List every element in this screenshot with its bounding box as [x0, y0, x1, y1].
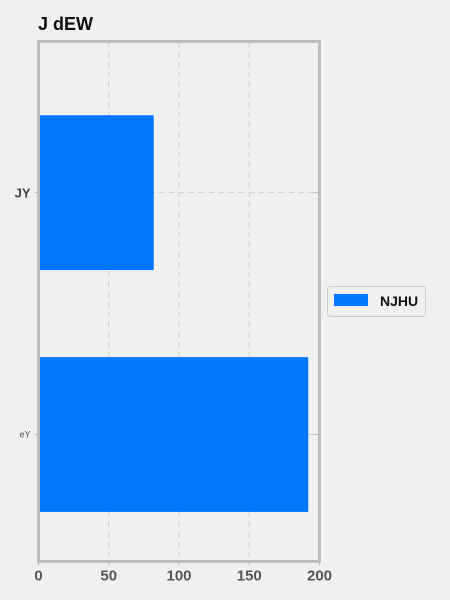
- bar-jy[interactable]: [39, 115, 154, 271]
- x-tick-label: 100: [166, 568, 191, 585]
- legend-swatch-njhu: [334, 294, 368, 306]
- x-tick-label: 0: [34, 568, 42, 585]
- bar-ey[interactable]: [39, 357, 309, 512]
- x-tick-label: 200: [307, 568, 332, 585]
- y-axis-ticks: JY eY: [15, 186, 320, 440]
- chart-title: J dEW: [38, 14, 93, 34]
- bars: [39, 115, 309, 512]
- x-tick-label: 150: [237, 568, 262, 585]
- x-axis-ticks: 0 50 100 150 200: [34, 561, 332, 585]
- y-tick-label: eY: [19, 430, 30, 440]
- legend-label-njhu: NJHU: [380, 293, 418, 309]
- x-tick-label: 50: [100, 568, 117, 585]
- legend[interactable]: NJHU: [327, 286, 426, 317]
- y-tick-label: JY: [15, 186, 31, 201]
